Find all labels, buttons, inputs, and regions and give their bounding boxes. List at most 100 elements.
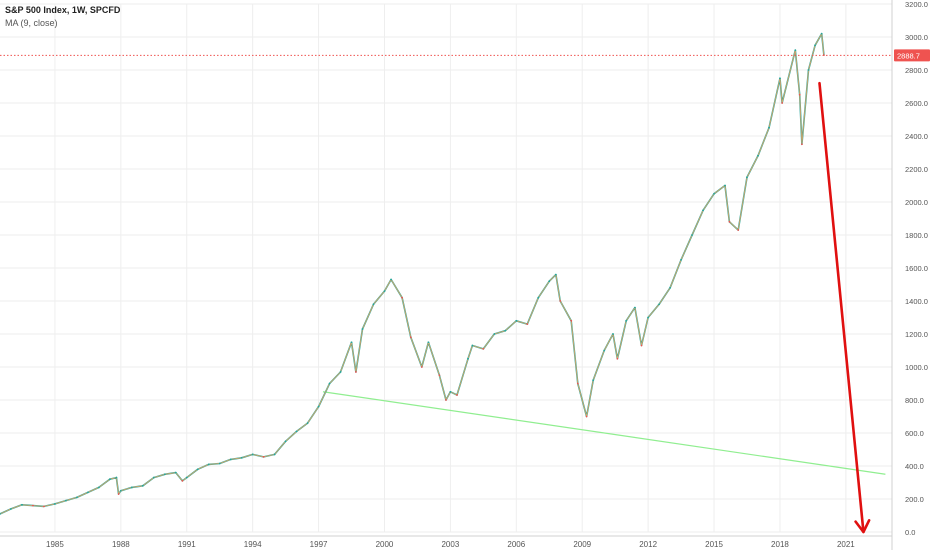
price-point [97,486,100,489]
y-tick-label: 2800.0 [905,66,928,75]
price-point [794,49,797,52]
y-tick-label: 3200.0 [905,0,928,9]
price-point [328,382,331,385]
price-point [185,476,188,479]
y-tick-label: 2200.0 [905,165,928,174]
price-point [240,456,243,459]
price-point [713,192,715,195]
price-point [807,69,810,71]
y-tick-label: 200.0 [905,495,924,504]
y-tick-label: 2000.0 [905,198,928,207]
price-point [317,405,320,408]
x-tick-label: 2006 [507,540,525,549]
y-tick-label: 600.0 [905,429,924,438]
price-point [350,341,353,344]
x-tick-label: 1997 [310,540,328,549]
price-point [181,479,184,482]
price-point [196,468,199,471]
price-point [467,357,469,360]
price-series-layer [0,32,825,515]
x-tick-label: 1985 [46,540,64,549]
price-point [273,453,276,456]
price-point [361,328,364,330]
current-price-label: 2888.7 [897,51,920,60]
moving-average-line [0,33,825,515]
y-tick-label: 0.0 [905,528,915,537]
chart-title: S&P 500 Index, 1W, SPCFD [5,5,121,15]
price-point [504,329,507,332]
x-tick-label: 2009 [573,540,591,549]
price-point [65,499,67,502]
price-point [262,456,265,458]
price-point [115,476,118,479]
current-price-badge [894,49,930,62]
y-axis: 0.0 200.0 400.0 600.0 800.0 1000.0 1200.0 1400.… [891,0,928,550]
price-point [537,296,540,299]
price-point [592,379,595,382]
price-point [119,489,122,492]
price-point [54,503,56,505]
price-point [779,77,781,80]
price-point [482,347,485,350]
y-tick-label: 1000.0 [905,363,928,372]
y-tick-label: 400.0 [905,462,924,471]
price-point [409,336,412,339]
price-point [658,303,661,306]
price-point [585,415,588,418]
price-point [801,143,803,146]
indicator-label: MA (9, close) [5,18,58,28]
price-point [449,390,452,393]
price-point [339,371,342,373]
y-tick-label: 3000.0 [905,33,928,42]
price-point [814,44,817,47]
price-point [21,503,23,506]
chart-legend: S&P 500 Index, 1W, SPCFD MA (9, close) [5,4,120,30]
price-point [390,278,392,281]
y-tick-label: 1400.0 [905,297,928,306]
price-point [554,273,557,276]
x-tick-label: 1988 [112,540,130,549]
x-tick-label: 2012 [639,540,657,549]
x-tick-label: 1991 [178,540,196,549]
price-point [207,463,210,466]
price-point [218,462,221,465]
price-point [634,306,636,309]
y-tick-label: 1800.0 [905,231,928,240]
price-point [647,316,650,319]
price-point [781,102,784,104]
price-point [306,422,309,424]
price-point [603,349,606,352]
price-point [680,258,682,261]
arrow-shaft [818,81,865,534]
down-arrow-icon [818,81,871,534]
x-tick-label: 2000 [376,540,394,549]
y-tick-label: 2600.0 [905,99,928,108]
arrow-head [854,519,871,534]
trendline-layer [322,391,886,475]
price-point [724,184,726,187]
price-point [757,154,759,157]
price-point [32,504,34,507]
price-point [438,374,441,377]
price-point [174,471,177,474]
price-point [251,453,254,456]
price-point [737,229,740,231]
current-price-layer: 2888.7 [0,49,930,62]
support-trendline [322,391,886,475]
price-point [295,430,298,433]
price-point [401,296,403,299]
price-point [548,280,551,283]
price-point [570,319,573,322]
price-point [515,319,518,322]
price-point [0,512,1,515]
price-point [669,286,671,289]
price-point [728,220,731,223]
price-point [75,496,78,499]
price-point [820,32,823,35]
price-point [117,493,120,495]
price-point [427,341,430,344]
price-point [229,458,232,461]
y-tick-label: 1200.0 [905,330,928,339]
